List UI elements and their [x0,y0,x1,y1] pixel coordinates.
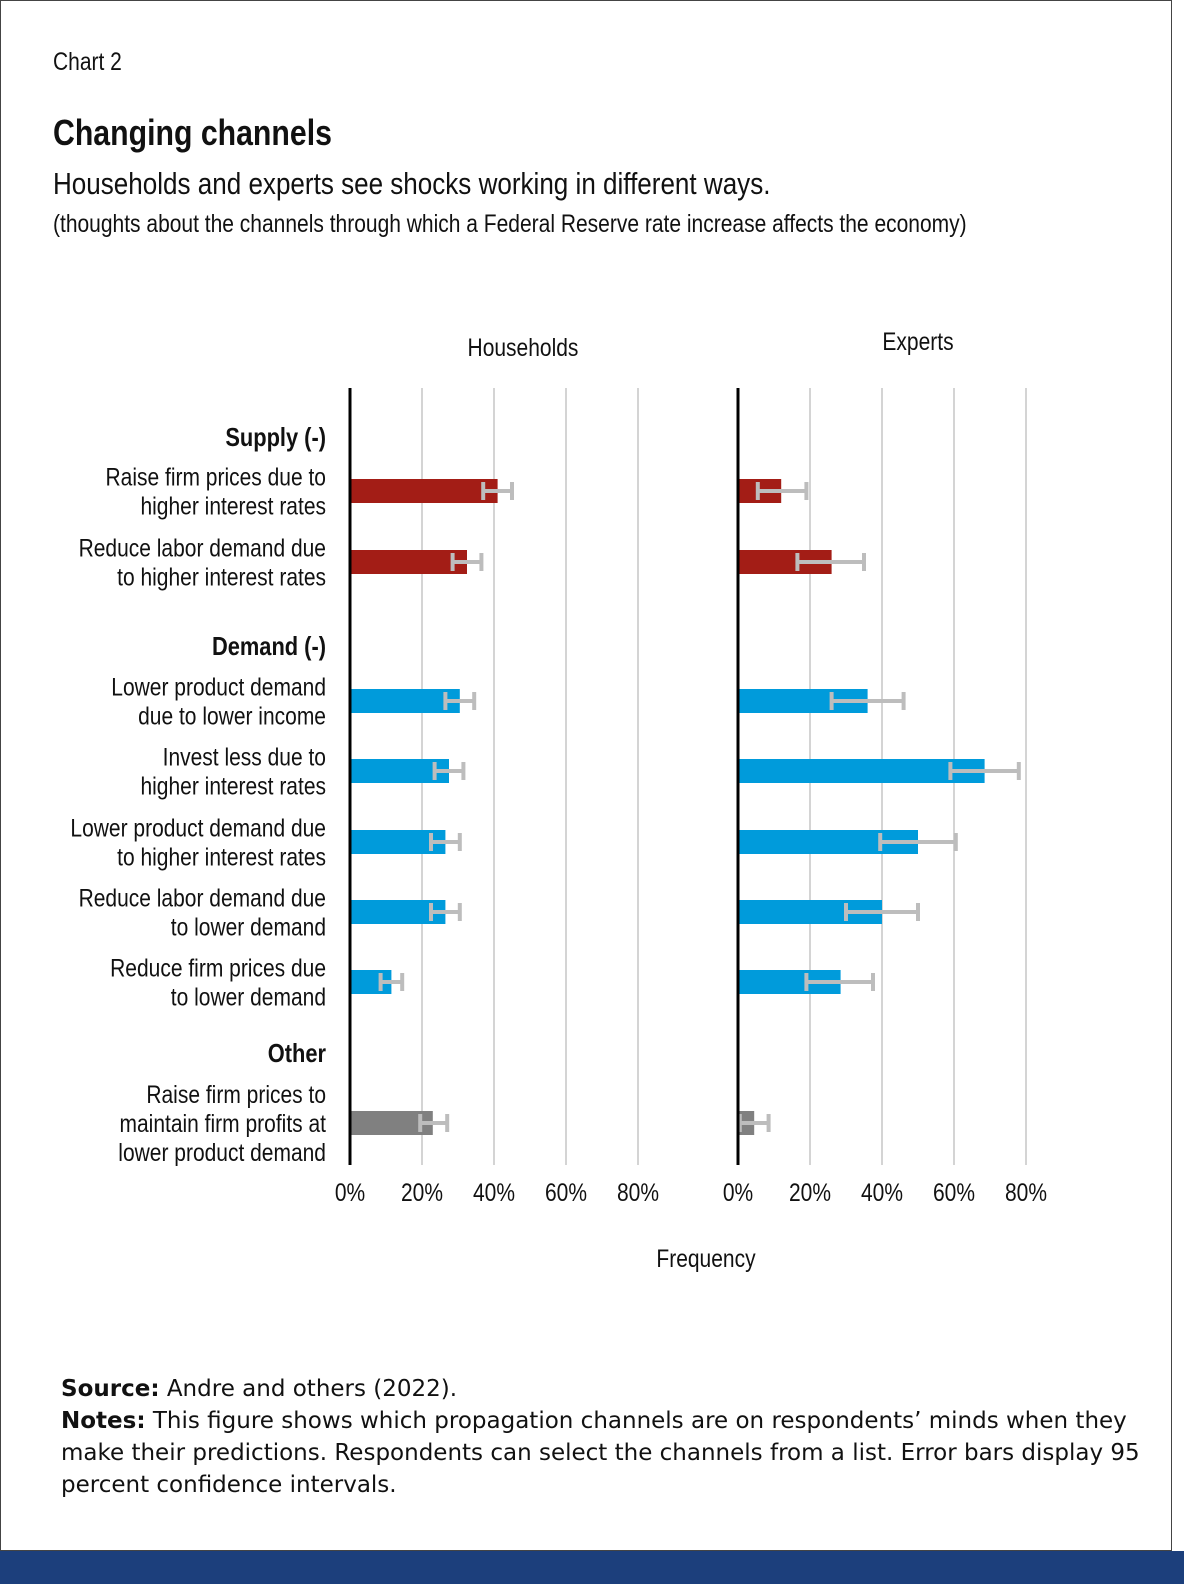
category-label: maintain firm profits at [120,1109,327,1137]
category-label: Invest less due to [163,743,326,771]
x-tick-label: 20% [789,1178,831,1206]
category-label: to higher interest rates [117,563,326,591]
category-label: Reduce labor demand due [79,884,326,912]
category-label: Reduce firm prices due [110,954,326,982]
x-tick-label: 60% [545,1178,587,1206]
panel-title: Households [468,333,579,361]
x-tick-label: 40% [861,1178,903,1206]
category-label: Reduce labor demand due [79,534,326,562]
bar [350,479,498,503]
group-label: Other [268,1039,326,1068]
x-tick-label: 80% [1005,1178,1047,1206]
group-label: Demand (-) [212,632,326,661]
bottom-strip [0,1551,1184,1584]
x-tick-label: 80% [617,1178,659,1206]
x-tick-label: 40% [473,1178,515,1206]
category-label: Lower product demand due [70,814,326,842]
bar [350,550,467,574]
chart-subtitle: Households and experts see shocks workin… [53,166,771,201]
category-label: Raise firm prices to [146,1080,326,1108]
group-label: Supply (-) [225,423,326,452]
chart-description: (thoughts about the channels through whi… [53,210,967,238]
category-label: Raise firm prices due to [105,463,326,491]
bar [350,759,449,783]
source-line: Source: Andre and others (2022). [61,1376,458,1402]
x-tick-label: 0% [723,1178,753,1206]
category-label: to higher interest rates [117,843,326,871]
x-tick-label: 20% [401,1178,443,1206]
bar-chart: 0% 20% 40% 60% 80% Households 0% 20% 40% 60% 80% Ex… [70,327,1047,1272]
x-tick-label: 0% [335,1178,365,1206]
notes-line: Notes: This figure shows which propagati… [61,1408,1140,1498]
category-label: to lower demand [171,983,326,1011]
bar [350,689,460,713]
chart-frame [0,0,1172,1551]
x-tick-label: 60% [933,1178,975,1206]
chart-number: Chart 2 [53,48,122,76]
chart-title: Changing channels [53,112,332,153]
panel-title: Experts [882,327,953,355]
category-label: due to lower income [138,702,326,730]
category-label: Lower product demand [111,673,326,701]
category-label: to lower demand [171,913,326,941]
category-label: higher interest rates [140,492,326,520]
bar [738,759,985,783]
category-label: lower product demand [118,1138,326,1166]
notes-block: Source: Andre and others (2022). Notes: … [61,1373,1141,1501]
category-label: higher interest rates [140,772,326,800]
x-axis-label: Frequency [656,1244,756,1272]
